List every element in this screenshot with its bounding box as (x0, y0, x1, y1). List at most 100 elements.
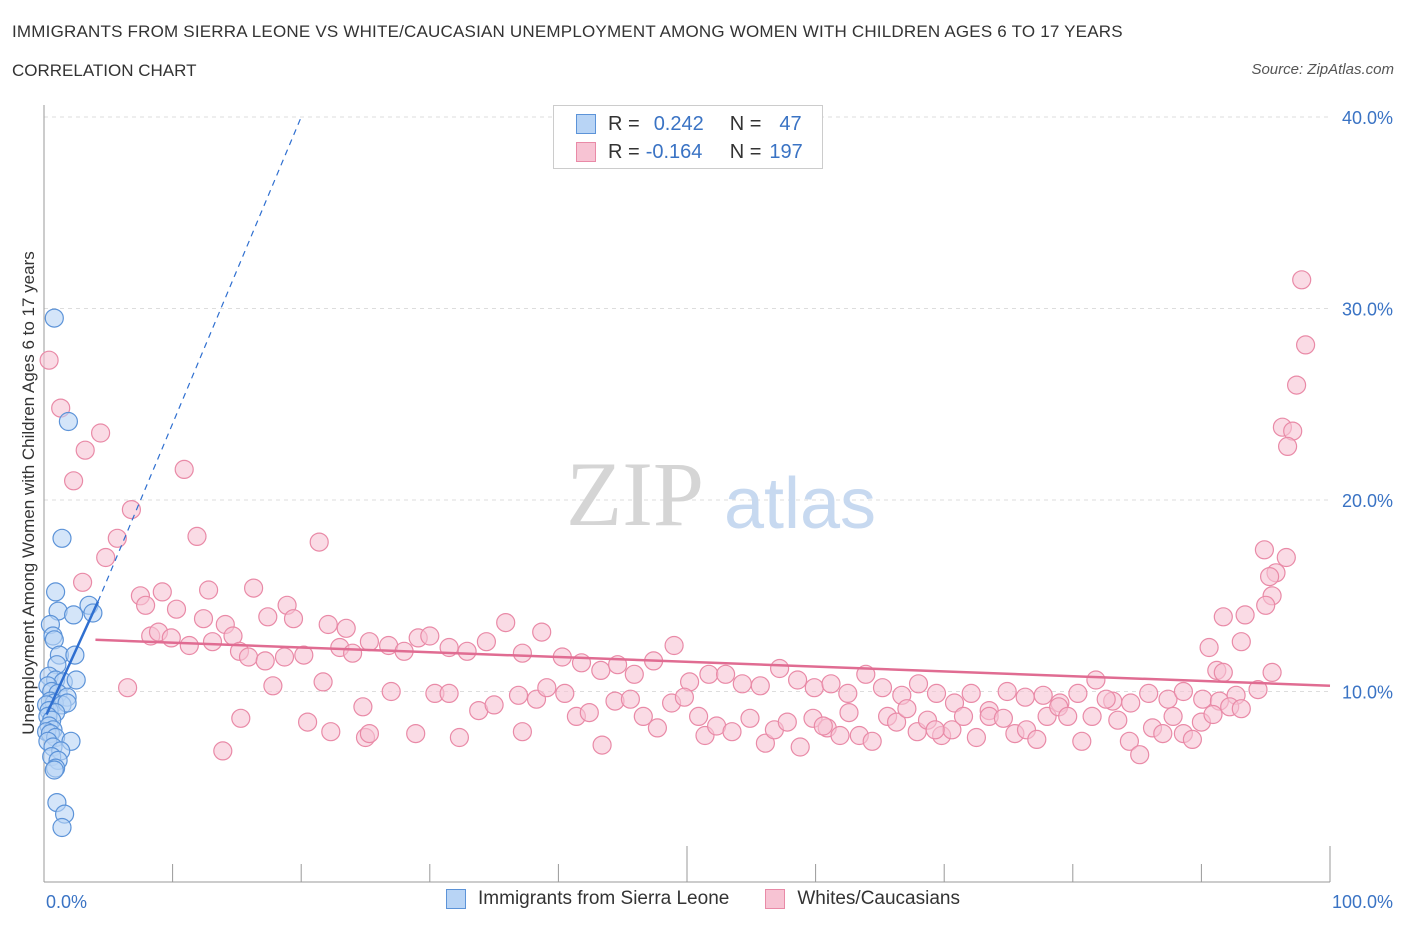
scatter-point (1068, 683, 1088, 704)
series-legend-label: Whites/Caucasians (797, 888, 960, 909)
scatter-point (1033, 685, 1053, 705)
scatter-point (961, 683, 981, 704)
scatter-point (52, 817, 72, 838)
scatter-point (1213, 662, 1233, 683)
scatter-point (688, 706, 709, 727)
scatter-point (715, 664, 736, 684)
series-legend-sierra-leone[interactable]: Immigrants from Sierra Leone (446, 888, 729, 910)
scatter-point (1203, 704, 1223, 725)
scatter-point (1231, 632, 1251, 652)
scatter-point (1158, 689, 1178, 709)
scatter-point (66, 670, 86, 690)
scatter-point (439, 683, 459, 704)
scatter-point (1254, 540, 1275, 560)
correlation-legend: R = 0.242 N = 47 R = -0.164 N = 197 (553, 105, 823, 169)
scatter-point (457, 641, 477, 661)
scatter-point (238, 647, 259, 667)
chart-title: IMMIGRANTS FROM SIERRA LEONE VS WHITE/CA… (12, 22, 1123, 41)
scatter-point (664, 635, 684, 656)
scatter-point (353, 697, 373, 717)
source-label: Source: ZipAtlas.com (1251, 61, 1394, 78)
scatter-point (359, 723, 379, 744)
scatter-point (231, 708, 251, 728)
scatter-point (58, 411, 79, 432)
series-legend-label: Immigrants from Sierra Leone (478, 888, 730, 909)
scatter-point (283, 609, 304, 629)
scatter-point (39, 350, 59, 370)
scatter-point (592, 735, 612, 755)
scatter-point (213, 741, 233, 761)
y-tick-label: 30.0% (1342, 300, 1393, 320)
scatter-point (1248, 679, 1268, 700)
legend-row-whites: R = -0.164 N = 197 (576, 138, 803, 166)
chart-subtitle: CORRELATION CHART (12, 61, 197, 80)
scatter-point (512, 722, 533, 742)
scatter-point (72, 572, 93, 592)
scatter-point (166, 599, 187, 619)
scatter-point (294, 645, 314, 665)
trendlines (45, 116, 1331, 715)
scatter-point (591, 660, 611, 681)
legend-row-sierra-leone: R = 0.242 N = 47 (576, 110, 802, 138)
scatter-point (318, 614, 338, 635)
scatter-point (1199, 637, 1219, 658)
y-tick-label: 40.0% (1342, 108, 1393, 128)
scatter-point (63, 471, 84, 491)
scatter-point (298, 712, 318, 732)
scatter-point (1259, 566, 1280, 587)
x-tick-label: 0.0% (46, 892, 87, 912)
scatter-point (336, 618, 356, 638)
scatter-point (624, 664, 644, 684)
scatter-point (1096, 689, 1116, 709)
scatter-point (1256, 595, 1276, 615)
scatter-point (872, 678, 893, 698)
y-tick-label: 20.0% (1342, 491, 1393, 511)
scatter-point (1108, 710, 1128, 730)
scatter-point (406, 723, 426, 744)
scatter-point (381, 681, 401, 702)
scatter-point (821, 674, 841, 694)
watermark-atlas: atlas (724, 464, 876, 544)
scatter-point (804, 678, 824, 698)
gridlines (44, 116, 1330, 692)
scatter-point (787, 670, 808, 690)
scatter-point (722, 722, 742, 742)
scatter-point (420, 626, 440, 646)
scatter-point (1082, 706, 1102, 727)
scatter-point (908, 674, 929, 694)
scatter-point (813, 716, 833, 736)
whites-caucasians-trendline (95, 638, 1331, 688)
scatter-point (1286, 375, 1307, 395)
scatter-point (90, 423, 111, 443)
scatter-point (1182, 729, 1203, 750)
scatter-point (44, 760, 64, 780)
scatter-point (45, 582, 66, 602)
scatter-point (1235, 605, 1255, 625)
series-legend-whites[interactable]: Whites/Caucasians (765, 888, 960, 910)
scatter-point (63, 605, 84, 625)
scatter-point (647, 718, 668, 738)
scatter-point (750, 676, 770, 696)
series-swatch-blue (446, 889, 467, 909)
scatter-point (1292, 270, 1312, 290)
scatter-point (897, 699, 917, 719)
scatter-point (496, 612, 516, 633)
scatter-point (1086, 670, 1106, 690)
scatter-point (96, 547, 116, 568)
legend-swatch-blue (576, 114, 596, 134)
scatter-point (107, 528, 127, 548)
scatter-point (44, 308, 64, 328)
scatter-point (620, 689, 641, 709)
scatter-point (740, 708, 760, 728)
scatter-point (199, 580, 219, 600)
scatter-point (633, 706, 653, 727)
scatter-point (508, 685, 529, 705)
scatter-point (309, 532, 329, 552)
scatter-point (1130, 745, 1150, 765)
scatter-point (179, 635, 199, 656)
y-tick-label: 10.0% (1342, 683, 1393, 703)
scatter-point (152, 582, 172, 602)
legend-r-value: -0.164 (645, 140, 703, 163)
scatter-point (512, 643, 533, 663)
scatter-point (255, 651, 275, 671)
